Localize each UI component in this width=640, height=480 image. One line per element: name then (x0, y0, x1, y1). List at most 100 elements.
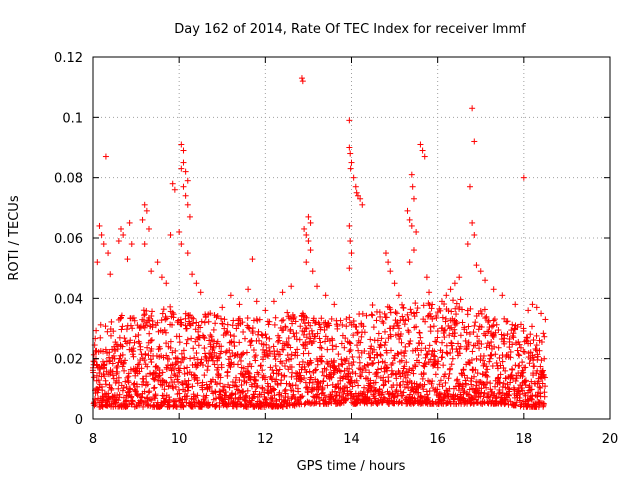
data-point (199, 362, 206, 369)
data-point (377, 342, 384, 349)
data-point (198, 356, 205, 363)
data-point (129, 397, 136, 404)
data-point (186, 321, 193, 328)
data-point (355, 382, 362, 389)
data-point (443, 292, 450, 299)
data-point (109, 372, 116, 379)
data-point (491, 316, 498, 323)
data-point (410, 195, 417, 202)
data-point (278, 317, 285, 324)
data-point (514, 347, 521, 354)
data-point (184, 336, 191, 343)
data-point (149, 321, 156, 328)
data-point (90, 351, 97, 358)
data-point (154, 319, 161, 326)
data-point (141, 357, 148, 364)
data-point (178, 350, 185, 357)
data-point (123, 326, 130, 333)
data-point (112, 339, 119, 346)
data-point (416, 329, 423, 336)
data-point (133, 381, 140, 388)
data-point (221, 316, 228, 323)
data-point (218, 315, 225, 322)
data-point (194, 392, 201, 399)
data-point (115, 374, 122, 381)
data-point (471, 138, 478, 145)
data-point (121, 335, 128, 342)
data-point (217, 380, 224, 387)
data-point (148, 359, 155, 366)
data-point (515, 351, 522, 358)
data-point (208, 333, 215, 340)
data-point (92, 401, 99, 408)
data-point (148, 337, 155, 344)
data-point (346, 117, 353, 124)
grid-lines (93, 57, 610, 419)
data-point (417, 334, 424, 341)
data-point (426, 289, 433, 296)
data-point (148, 268, 155, 275)
data-point (182, 168, 189, 175)
y-axis-label: ROTI / TECUs (7, 195, 22, 280)
data-point (369, 312, 376, 319)
data-point (136, 368, 143, 375)
data-point (166, 396, 173, 403)
data-point (262, 307, 269, 314)
data-point (433, 338, 440, 345)
data-point (410, 247, 417, 254)
data-point (419, 147, 426, 154)
data-point (214, 338, 221, 345)
data-point (110, 352, 117, 359)
data-point (218, 343, 225, 350)
data-point (361, 329, 368, 336)
data-point (118, 312, 125, 319)
data-point (526, 360, 533, 367)
data-point (401, 321, 408, 328)
data-point (127, 337, 134, 344)
data-point (231, 352, 238, 359)
data-point (124, 256, 131, 263)
data-point (440, 362, 447, 369)
data-point (167, 338, 174, 345)
data-point (132, 333, 139, 340)
data-point (318, 315, 325, 322)
data-point (197, 360, 204, 367)
data-point (478, 310, 485, 317)
data-point (155, 373, 162, 380)
data-point (136, 340, 143, 347)
data-point (104, 328, 111, 335)
data-point (234, 361, 241, 368)
data-point (272, 314, 279, 321)
data-point (161, 327, 168, 334)
data-point (231, 333, 238, 340)
data-point (95, 377, 102, 384)
data-point (541, 333, 548, 340)
data-point (176, 339, 183, 346)
data-point (541, 374, 548, 381)
data-point (495, 327, 502, 334)
data-point (156, 370, 163, 377)
data-point (130, 348, 137, 355)
data-point (253, 298, 260, 305)
data-point (184, 393, 191, 400)
data-point (137, 343, 144, 350)
data-point (206, 402, 213, 409)
data-point (185, 384, 192, 391)
data-point (175, 378, 182, 385)
data-point (301, 225, 308, 232)
data-point (203, 381, 210, 388)
data-point (146, 225, 153, 232)
data-point (377, 352, 384, 359)
data-point (457, 332, 464, 339)
data-point (314, 283, 321, 290)
data-point (147, 402, 154, 409)
data-point (178, 359, 185, 366)
data-point (387, 268, 394, 275)
data-point (195, 342, 202, 349)
data-point (189, 383, 196, 390)
data-point (284, 352, 291, 359)
data-point (227, 364, 234, 371)
x-tick-label: 20 (602, 432, 619, 447)
data-point (212, 320, 219, 327)
data-point (147, 337, 154, 344)
